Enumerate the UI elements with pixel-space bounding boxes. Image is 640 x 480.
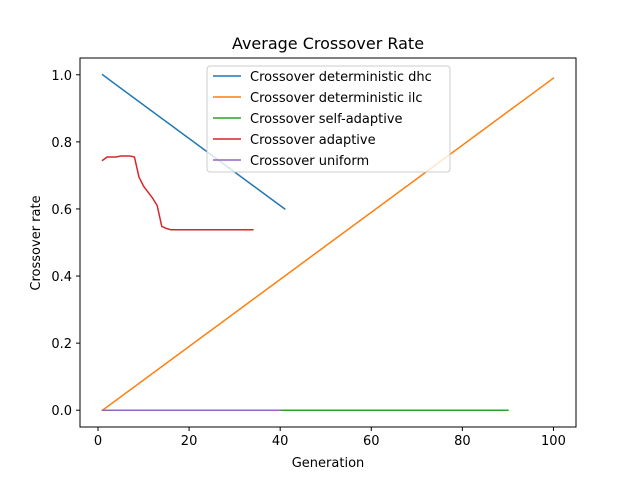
y-tick-label: 1.0	[51, 69, 72, 84]
legend-label: Crossover uniform	[250, 154, 369, 169]
legend-label: Crossover deterministic dhc	[250, 70, 432, 85]
y-tick-label: 0.6	[51, 203, 72, 218]
legend-label: Crossover self-adaptive	[250, 112, 403, 127]
x-tick-label: 100	[541, 434, 566, 449]
x-axis-title: Generation	[292, 456, 365, 471]
x-tick-label: 40	[272, 434, 289, 449]
legend: Crossover deterministic dhc Crossover det…	[206, 65, 451, 173]
y-tick-label: 0.8	[51, 136, 72, 151]
chart-title: Average Crossover Rate	[232, 34, 424, 53]
legend-label: Crossover adaptive	[250, 133, 376, 148]
x-tick-label: 80	[454, 434, 471, 449]
series-line-1	[101, 77, 555, 412]
x-axis: 0 20 40 60 80 100	[94, 427, 566, 449]
y-tick-label: 0.0	[51, 404, 72, 419]
legend-label: Crossover deterministic ilc	[250, 91, 422, 106]
series-line-3	[101, 155, 254, 231]
legend-box	[206, 65, 451, 173]
y-axis-title: Crossover rate	[29, 195, 44, 290]
y-tick-label: 0.2	[51, 337, 72, 352]
y-axis: 0.0 0.2 0.4 0.6 0.8 1.0	[51, 69, 80, 419]
series-line-0	[101, 73, 286, 210]
y-tick-label: 0.4	[51, 270, 72, 285]
x-tick-label: 20	[181, 434, 198, 449]
x-tick-label: 60	[363, 434, 380, 449]
x-tick-label: 0	[94, 434, 102, 449]
series-layer	[101, 73, 555, 412]
plot-frame	[79, 57, 577, 428]
